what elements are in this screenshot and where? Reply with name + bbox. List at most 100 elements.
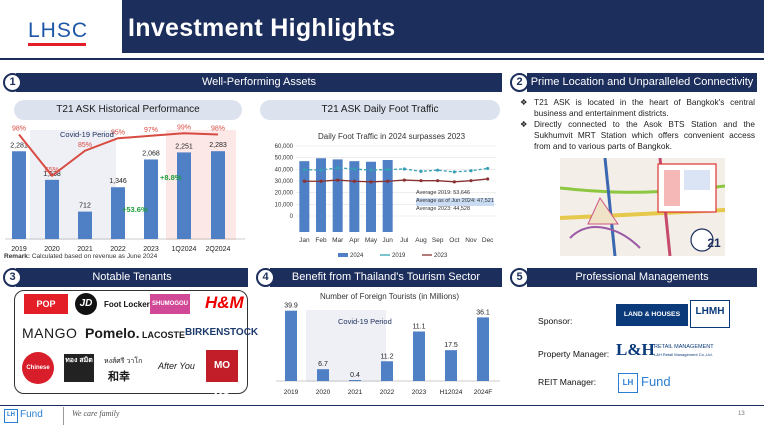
traffic-line-2023	[304, 178, 488, 183]
footer-fund: Fund	[20, 409, 43, 420]
section-2-number: 2	[510, 73, 529, 92]
tourism-xtick-2023: 2023	[412, 389, 427, 396]
traffic-ytick-1: 10,000	[275, 202, 294, 208]
traffic-bar-Feb	[316, 158, 326, 232]
tourism-bar-label-2024F: 36.1	[476, 309, 490, 316]
traffic-point-2023-Mar	[336, 178, 340, 182]
perf-bar-2023	[144, 159, 158, 239]
traffic-legend-label-2024: 2024	[350, 253, 364, 259]
traffic-point-2023-Jul	[402, 178, 406, 182]
traffic-bar-Mar	[332, 159, 343, 232]
perf-subtitle: T21 ASK Historical Performance	[14, 100, 242, 120]
tourism-xtick-2019: 2019	[284, 389, 299, 396]
header-divider	[0, 58, 764, 60]
section-3-number: 3	[3, 268, 22, 287]
traffic-point-2019-Feb	[319, 168, 323, 172]
location-map	[560, 158, 725, 256]
traffic-point-2019-Jan	[302, 167, 306, 172]
traffic-legend-label-2023: 2023	[434, 253, 448, 259]
perf-bar-2022	[111, 187, 125, 239]
perf-xtick-2020: 2020	[44, 246, 60, 253]
reit-manager-label: REIT Manager:	[538, 377, 597, 387]
tenant-wako: 和幸	[108, 371, 130, 383]
tourism-bar-H12024	[445, 350, 457, 381]
traffic-xtick-Mar: Mar	[332, 237, 344, 244]
tenant-shumogou: SHUMOGOU	[150, 294, 190, 314]
traffic-point-2023-Aug	[419, 179, 423, 183]
section-1-number: 1	[3, 73, 22, 92]
traffic-ytick-0: 0	[290, 214, 294, 220]
traffic-ytick-2: 20,000	[275, 191, 294, 197]
tenant-lacoste: LACOSTE	[142, 330, 186, 340]
traffic-point-2019-Apr	[352, 167, 356, 171]
perf-chart: 2,28120191,538202071220211,34620222,0682…	[5, 124, 245, 253]
section-1-bar: Well-Performing Assets	[16, 73, 502, 92]
perf-bar-label-1Q2024: 2,251	[175, 143, 193, 150]
avg-2019: Average 2019: 53,646	[416, 190, 471, 196]
map-t21-label: 21	[707, 236, 721, 250]
traffic-bar-May	[366, 161, 376, 232]
tourism-bar-2024F	[477, 317, 489, 381]
section-5-number: 5	[510, 268, 529, 287]
lh-fund-mark: LH	[618, 373, 638, 393]
traffic-xtick-Dec: Dec	[482, 237, 494, 244]
footer-separator	[63, 407, 64, 425]
tenant-thai-gold: ทอง สมิต	[64, 354, 94, 382]
title-bar	[122, 0, 764, 56]
section-5-bar: Professional Managements	[527, 268, 757, 287]
footer-divider	[0, 405, 764, 406]
tourism-bar-label-H12024: 17.5	[444, 342, 458, 349]
perf-bar-1Q2024	[177, 152, 191, 239]
tourism-bar-label-2023: 11.1	[412, 323, 425, 330]
traffic-subtitle: T21 ASK Daily Foot Traffic	[260, 100, 500, 120]
section-3-bar: Notable Tenants	[16, 268, 248, 287]
lhmh-logo: LHMH	[690, 300, 730, 328]
location-bullet-1: T21 ASK is located in the heart of Bangk…	[534, 97, 755, 118]
traffic-ytick-4: 40,000	[275, 167, 294, 173]
perf-xtick-2019: 2019	[11, 246, 27, 253]
sponsor-label: Sponsor:	[538, 316, 573, 326]
perf-bar-label-2019: 2,281	[10, 142, 28, 149]
tenant-momo: MO MO	[206, 350, 238, 403]
traffic-bar-Jan	[299, 161, 310, 232]
perf-bar-label-2Q2024: 2,283	[209, 142, 227, 149]
tourism-bar-2023	[413, 331, 425, 381]
avg-2023: Average 2023: 44,528	[416, 205, 471, 212]
tenant-pomelo: Pomelo.	[85, 325, 140, 341]
traffic-ytick-5: 50,000	[275, 156, 294, 162]
perf-occupancy-line	[18, 132, 219, 178]
lh-retail-sub2: L&H Retail Management Co.,Ltd.	[654, 352, 713, 357]
traffic-line-2019	[304, 167, 488, 173]
traffic-chart-title: Daily Foot Traffic in 2024 surpasses 202…	[318, 132, 466, 141]
growth-2022: +53.6%	[122, 205, 148, 214]
traffic-point-2019-Mar	[336, 166, 340, 170]
tourism-bar-label-2019: 39.9	[284, 303, 298, 310]
perf-occupancy-label-1Q2024: 99%	[177, 124, 191, 131]
tenant-mango: MANGO	[22, 325, 78, 341]
lh-retail-logo: L&H	[616, 340, 655, 359]
avg-2024: Average as of Jun 2024: 47,521	[416, 197, 494, 206]
tenants-panel	[14, 290, 248, 394]
tourism-bar-2020	[317, 369, 329, 381]
perf-occupancy-label-2021: 85%	[78, 142, 92, 149]
perf-xtick-1Q2024: 1Q2024	[172, 246, 197, 253]
perf-occupancy-label-2022: 95%	[111, 129, 125, 136]
traffic-point-2023-Jan	[302, 179, 306, 183]
traffic-xtick-Aug: Aug	[415, 237, 427, 244]
tourism-bar-label-2022: 11.2	[380, 353, 393, 360]
perf-occupancy-label-2023: 97%	[144, 127, 158, 134]
lh-retail-sub: RETAIL MANAGEMENT	[654, 344, 714, 350]
tenant-thai-brand: หงส์ศรี วาโก	[104, 358, 143, 365]
traffic-point-2023-Oct	[452, 180, 456, 184]
traffic-xtick-Jul: Jul	[400, 237, 409, 244]
location-bullet-2: Directly connected to the Asok BTS Stati…	[534, 119, 755, 151]
perf-covid-label: Covid-19 Period	[60, 130, 114, 139]
tourism-bar-label-2021: 0.4	[350, 372, 360, 379]
lh-fund-logo: Fund	[641, 374, 671, 389]
tourism-bar-2021	[349, 380, 361, 381]
logo-underline	[28, 43, 86, 46]
perf-bar-label-2021: 712	[79, 203, 91, 210]
section-4-bar: Benefit from Thailand's Tourism Sector	[270, 268, 502, 287]
logo-area	[0, 0, 122, 58]
traffic-bar-Apr	[349, 161, 360, 232]
